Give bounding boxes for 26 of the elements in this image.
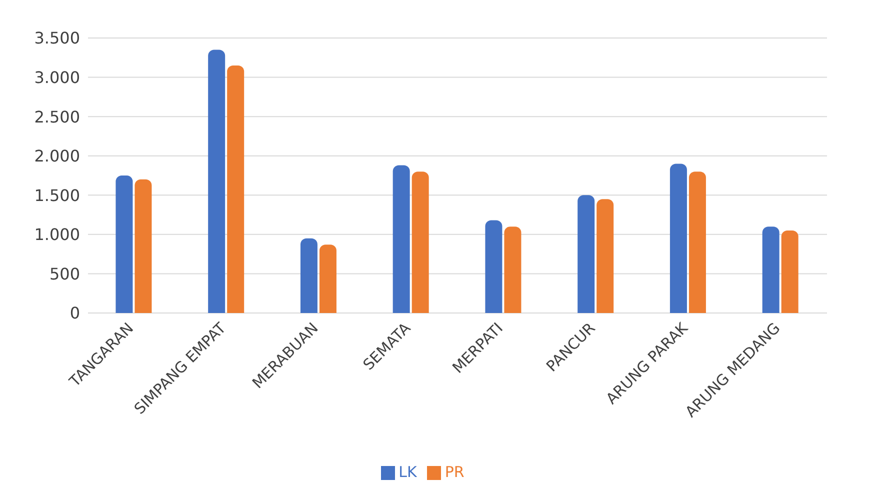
legend-label: PR	[444, 463, 464, 481]
y-tick-label: 2.000	[34, 146, 80, 166]
bar	[412, 172, 429, 313]
y-tick-label: 2.500	[34, 107, 80, 126]
y-tick-label: 1.500	[34, 186, 80, 205]
bar	[208, 50, 226, 313]
bar	[762, 226, 780, 313]
bar	[670, 164, 687, 313]
bar	[504, 226, 522, 313]
bar	[319, 244, 336, 313]
legend-label: LK	[398, 463, 417, 481]
bar	[134, 179, 152, 313]
bar	[596, 199, 614, 313]
bar	[578, 195, 595, 313]
y-tick-label: 3.500	[34, 28, 80, 48]
bar	[781, 230, 798, 313]
y-tick-label: 3.000	[34, 68, 80, 87]
bar	[485, 220, 502, 313]
bar	[392, 165, 410, 313]
y-tick-label: 1.000	[34, 225, 80, 244]
bar	[300, 238, 318, 313]
bar	[116, 176, 133, 313]
y-tick-label: 0	[70, 304, 80, 323]
bar	[688, 172, 706, 313]
y-tick-label: 500	[49, 264, 80, 284]
bar	[227, 66, 244, 313]
